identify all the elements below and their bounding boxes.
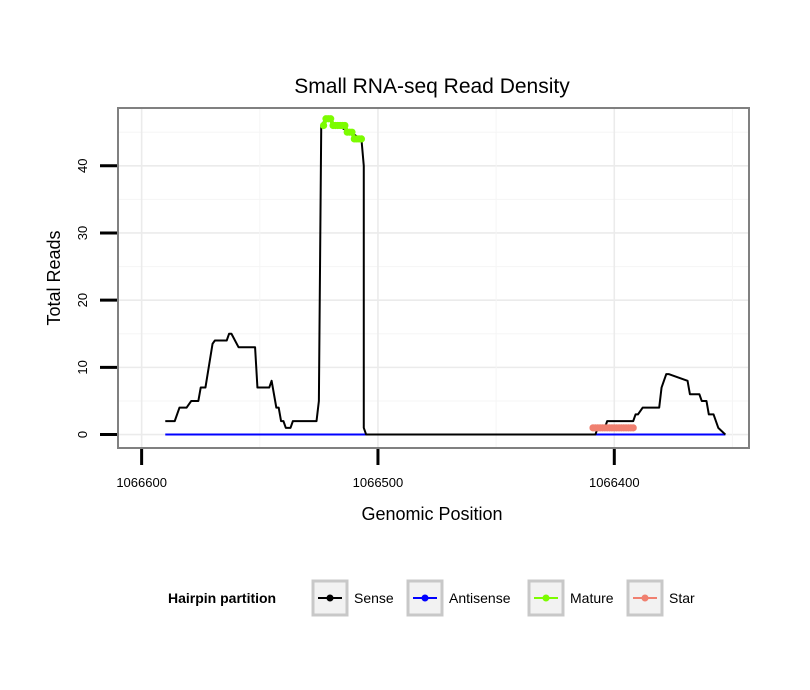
- legend-item-sense: Sense: [311, 579, 394, 617]
- star-point: [629, 424, 637, 432]
- mature-point: [320, 121, 328, 130]
- x-tick-label: 1066500: [353, 475, 404, 490]
- legend-key-point: [542, 594, 550, 602]
- chart-title: Small RNA-seq Read Density: [294, 75, 570, 98]
- legend-title: Hairpin partition: [168, 590, 276, 606]
- legend-label: Mature: [570, 590, 614, 606]
- sense-series-line: [165, 117, 727, 436]
- y-tick-label: 30: [75, 226, 90, 240]
- axes: 0 10 20 30 40 1066600 1066500 1066400: [75, 159, 640, 490]
- legend-key-point: [421, 594, 429, 602]
- legend: Hairpin partition Sense Antisense Mature St…: [168, 579, 695, 617]
- legend-label: Sense: [354, 590, 394, 606]
- legend-item-mature: Mature: [527, 579, 614, 617]
- series-layer: [165, 115, 727, 436]
- y-tick-label: 0: [75, 431, 90, 438]
- plot-border: [117, 107, 750, 449]
- x-tick-label: 1066400: [589, 475, 640, 490]
- mature-point: [348, 128, 356, 136]
- legend-label: Star: [669, 590, 695, 606]
- legend-key-point: [326, 594, 334, 602]
- legend-label: Antisense: [449, 590, 511, 606]
- y-tick-label: 40: [75, 159, 90, 173]
- mature-point: [357, 135, 366, 143]
- legend-item-antisense: Antisense: [406, 579, 511, 617]
- y-tick-label: 10: [75, 360, 90, 374]
- plot-panel: [118, 108, 749, 448]
- x-tick-label: 1066600: [116, 475, 167, 490]
- legend-key-point: [641, 594, 649, 602]
- mature-point: [327, 115, 335, 123]
- legend-item-star: Star: [626, 579, 695, 617]
- grid-lines: [118, 108, 749, 448]
- y-tick-label: 20: [75, 293, 90, 307]
- y-axis-label: Total Reads: [44, 230, 64, 325]
- x-axis-label: Genomic Position: [361, 504, 502, 524]
- mature-point: [341, 121, 349, 130]
